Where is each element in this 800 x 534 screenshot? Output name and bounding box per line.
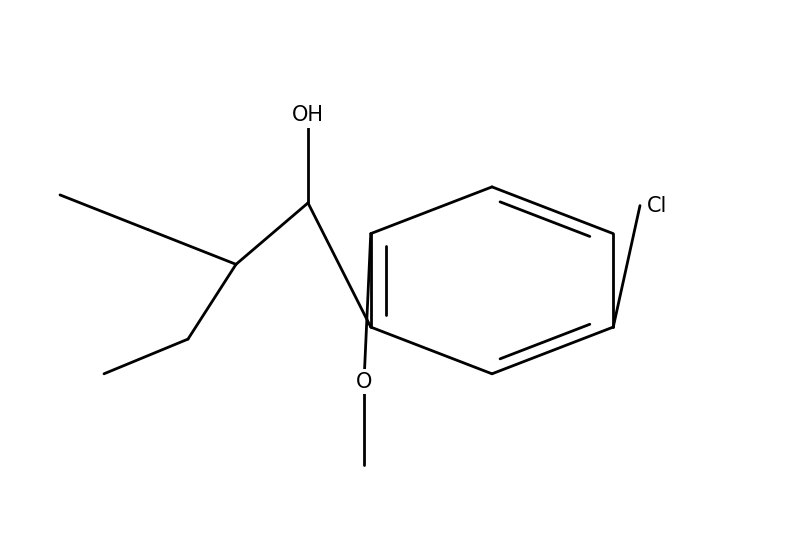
Text: O: O — [356, 372, 372, 392]
Text: OH: OH — [292, 106, 324, 125]
Text: Cl: Cl — [646, 195, 666, 216]
